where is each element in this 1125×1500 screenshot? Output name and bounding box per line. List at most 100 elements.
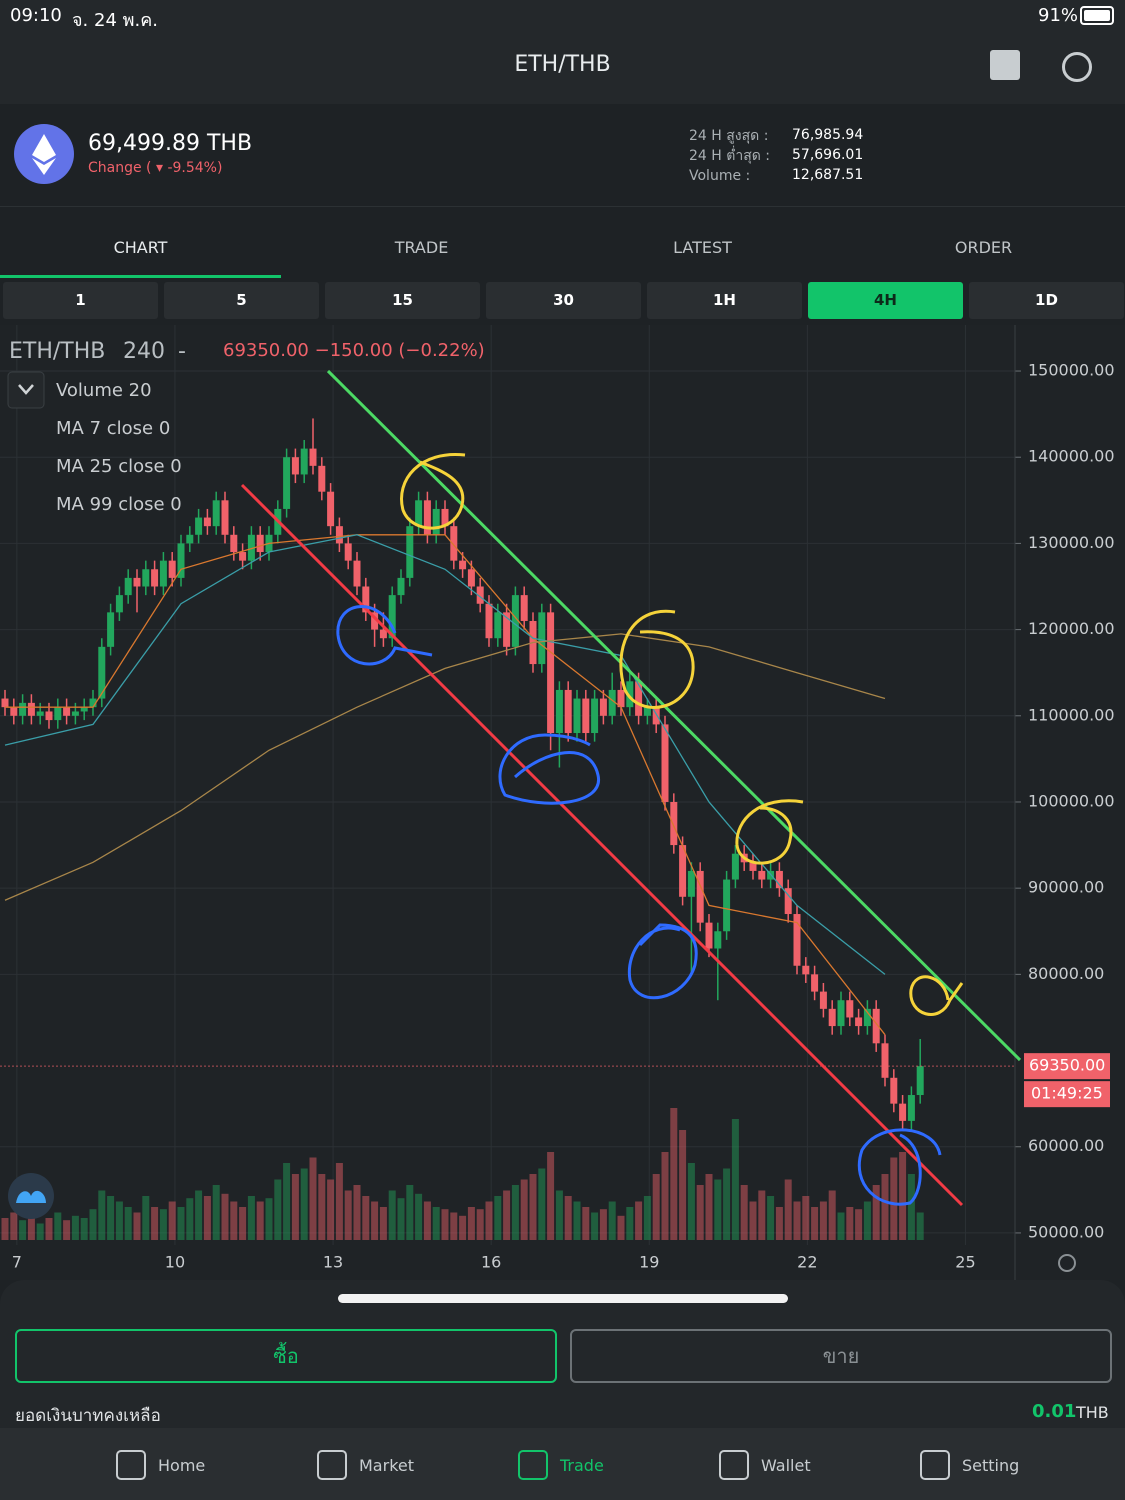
- nav-label[interactable]: Home: [158, 1456, 206, 1475]
- tab[interactable]: ORDER: [954, 238, 1013, 257]
- candle-body: [283, 457, 291, 509]
- volume-bar: [573, 1201, 581, 1240]
- volume-bar: [283, 1163, 291, 1240]
- interval-button[interactable]: 30: [486, 282, 641, 319]
- candle-body: [749, 862, 757, 871]
- candle-body: [318, 465, 326, 492]
- candle-body: [388, 595, 396, 639]
- nav-icon[interactable]: [317, 1450, 347, 1480]
- candle-body: [177, 543, 185, 578]
- candle-body: [828, 1008, 836, 1027]
- nav-icon[interactable]: [116, 1450, 146, 1480]
- candle-body: [916, 1066, 924, 1096]
- indicator: MA 99 close 0: [56, 494, 182, 515]
- volume-bar: [318, 1174, 326, 1240]
- volume-bar: [503, 1190, 511, 1240]
- volume-bar: [564, 1196, 572, 1240]
- volume-bar: [388, 1190, 396, 1240]
- candle-body: [256, 534, 264, 553]
- volume-bar: [784, 1179, 792, 1240]
- legend-toggle[interactable]: [7, 371, 45, 409]
- candle-body: [291, 457, 299, 475]
- interval-button[interactable]: 1H: [647, 282, 802, 319]
- nav-icon[interactable]: [719, 1450, 749, 1480]
- nav-icon[interactable]: [920, 1450, 950, 1480]
- volume-bar: [89, 1209, 97, 1240]
- volume-bar: [511, 1185, 519, 1240]
- nav-label[interactable]: Market: [359, 1456, 414, 1475]
- candle-body: [10, 707, 18, 716]
- candle-body: [441, 508, 449, 527]
- interval-button[interactable]: 5: [164, 282, 319, 319]
- candle-body: [679, 845, 687, 897]
- y-tick-label: 60000.00: [1028, 1136, 1104, 1155]
- tab[interactable]: LATEST: [673, 238, 732, 257]
- candle-body: [107, 612, 115, 647]
- volume-bar: [758, 1190, 766, 1240]
- volume-bar: [608, 1201, 616, 1240]
- volume-bar: [309, 1157, 317, 1240]
- candle-body: [599, 698, 607, 716]
- nav-label[interactable]: Setting: [962, 1456, 1020, 1475]
- ma-line: [5, 534, 886, 1036]
- candle-body: [573, 698, 581, 734]
- candle-body: [890, 1077, 898, 1104]
- candle-body: [124, 577, 132, 596]
- interval-button[interactable]: 1: [3, 282, 158, 319]
- candle-body: [837, 1000, 845, 1027]
- interval-button[interactable]: 15: [325, 282, 480, 319]
- volume-bar: [36, 1223, 44, 1240]
- candle-body: [195, 517, 203, 535]
- tv-cloud: [16, 1190, 46, 1203]
- candle-body: [872, 1008, 880, 1044]
- tab[interactable]: TRADE: [394, 238, 449, 257]
- candle-body: [775, 870, 783, 889]
- candle-body: [564, 689, 572, 734]
- volume-bar: [300, 1168, 308, 1240]
- last-quote: 69350.00 −150.00 (−0.22%): [223, 340, 485, 361]
- sell-button[interactable]: ขาย: [570, 1329, 1112, 1383]
- volume-bar: [353, 1185, 361, 1240]
- price-tag-label: 69350.00: [1029, 1056, 1105, 1075]
- volume-bar: [705, 1174, 713, 1240]
- volume-bar: [45, 1218, 53, 1240]
- stats-values: 76,985.94 57,696.01 12,687.51: [792, 125, 863, 185]
- refresh-icon[interactable]: [1062, 52, 1092, 82]
- y-tick-label: 130000.00: [1028, 533, 1115, 552]
- candle-body: [520, 595, 528, 621]
- candle-body: [731, 853, 739, 880]
- candle-body: [547, 612, 555, 734]
- volume-bar: [98, 1190, 106, 1240]
- candle-body: [186, 534, 194, 544]
- annotation-circles: [400, 452, 964, 1016]
- candle-body: [142, 569, 150, 587]
- settings-gear[interactable]: [1058, 1254, 1076, 1272]
- ma-line: [4, 633, 886, 901]
- tab[interactable]: CHART: [113, 238, 168, 257]
- candle-body: [626, 681, 634, 708]
- sheet-handle[interactable]: [338, 1294, 788, 1303]
- volume-bar: [133, 1212, 141, 1240]
- candle-body: [203, 517, 211, 527]
- nav-label[interactable]: Wallet: [761, 1456, 811, 1475]
- price-tag: [1024, 1053, 1110, 1080]
- buy-button[interactable]: ซื้อ: [15, 1329, 557, 1383]
- bottom-sheet: [0, 1280, 1125, 1428]
- volume-bar: [916, 1212, 924, 1240]
- candle-body: [379, 629, 387, 639]
- y-tick-label: 50000.00: [1028, 1222, 1104, 1241]
- interval-button[interactable]: 4H: [808, 282, 963, 319]
- nav-label[interactable]: Trade: [560, 1456, 604, 1475]
- chart-icon[interactable]: [990, 50, 1020, 80]
- nav-icon[interactable]: [518, 1450, 548, 1480]
- volume-bar: [555, 1190, 563, 1240]
- volume-bar: [203, 1196, 211, 1240]
- volume-bar: [212, 1185, 220, 1240]
- volume-bar: [177, 1207, 185, 1240]
- interval-button[interactable]: 1D: [969, 282, 1124, 319]
- volume-bar: [265, 1198, 273, 1240]
- countdown-tag: [1024, 1081, 1110, 1108]
- candle-body: [494, 612, 502, 639]
- candle-body: [855, 1017, 863, 1027]
- chart: 150000.00 140000.00 130000.00 120000.00 1100…: [0, 325, 1125, 1280]
